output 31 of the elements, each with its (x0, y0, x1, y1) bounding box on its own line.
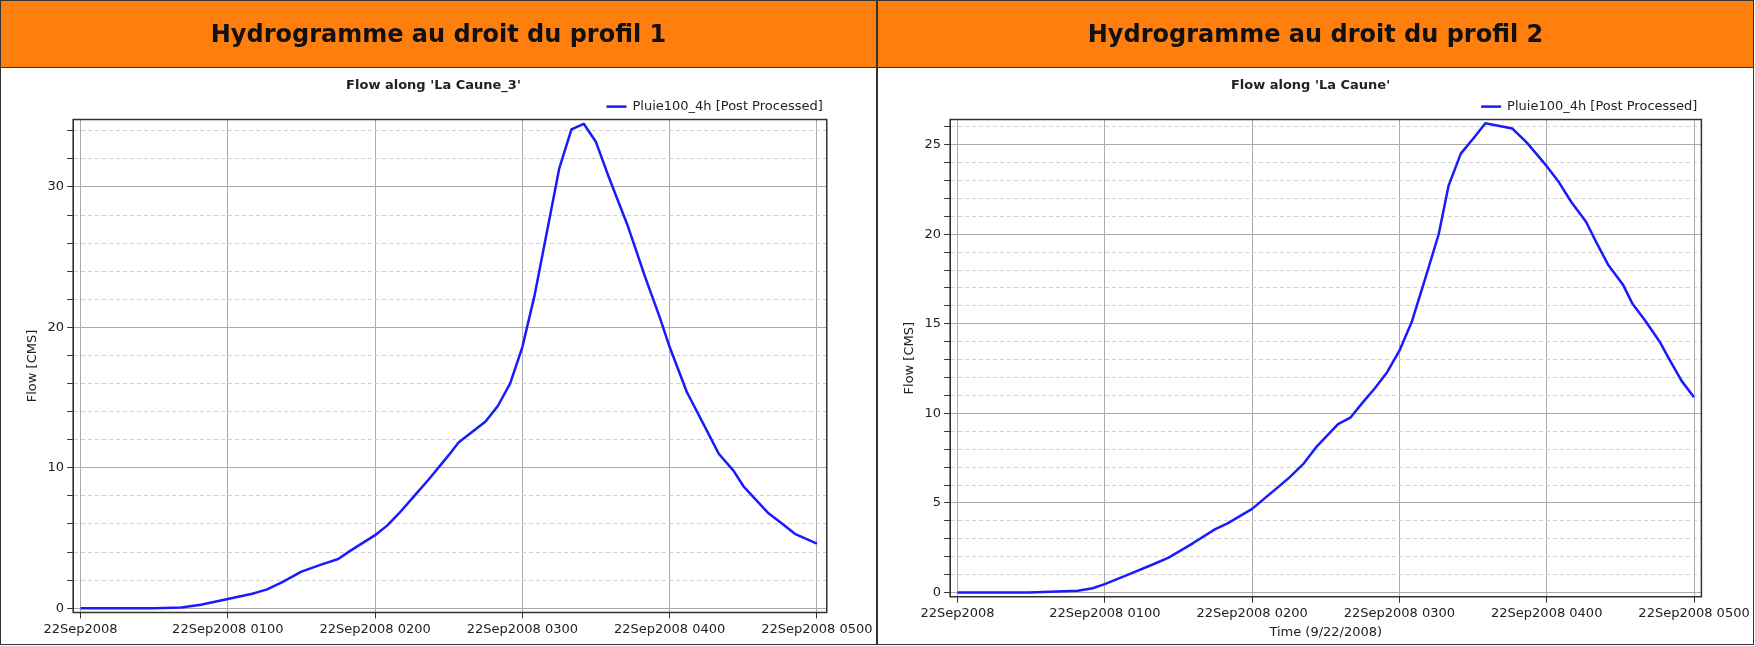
y-tick-label: 20 (924, 225, 942, 241)
x-tick-label: 22Sep2008 0300 (1343, 604, 1456, 620)
x-tick-label: 22Sep2008 0200 (319, 620, 431, 636)
x-tick-label: 22Sep2008 0100 (1049, 604, 1161, 620)
y-tick-label: 15 (924, 315, 942, 331)
x-tick-label: 22Sep2008 0400 (613, 620, 726, 636)
y-axis-title: Flow [CMS] (24, 329, 40, 403)
x-axis-title: Time (9/22/2008) (1268, 623, 1383, 639)
chart-subtitle: Flow along 'La Caune_3' (346, 77, 521, 94)
x-tick-label: 22Sep2008 0500 (1638, 604, 1750, 620)
chart-title: Hydrogramme au droit du profil 2 (878, 1, 1753, 68)
x-tick-label: 22Sep2008 0100 (172, 620, 284, 636)
y-tick-label: 10 (47, 459, 65, 475)
y-tick-label: 20 (47, 318, 65, 334)
y-tick-label: 0 (55, 599, 65, 615)
chart-title: Hydrogramme au droit du profil 1 (1, 1, 876, 68)
x-tick-label: 22Sep2008 (43, 620, 118, 636)
x-tick-label: 22Sep2008 0500 (761, 620, 873, 636)
y-tick-label: 10 (924, 404, 942, 420)
y-tick-label: 0 (932, 583, 942, 599)
y-tick-label: 30 (47, 178, 65, 194)
legend-label: Pluie100_4h [Post Processed] (632, 97, 823, 113)
chart-subtitle: Flow along 'La Caune' (1230, 77, 1391, 93)
x-tick-label: 22Sep2008 0300 (466, 620, 579, 636)
x-tick-label: 22Sep2008 (920, 604, 995, 620)
y-tick-label: 25 (924, 136, 942, 152)
x-tick-label: 22Sep2008 0400 (1491, 604, 1603, 620)
y-tick-label: 5 (932, 494, 942, 510)
legend-label: Pluie100_4h [Post Processed] (1507, 97, 1698, 113)
x-tick-label: 22Sep2008 0200 (1196, 604, 1308, 620)
y-axis-title: Flow [CMS] (901, 321, 917, 395)
